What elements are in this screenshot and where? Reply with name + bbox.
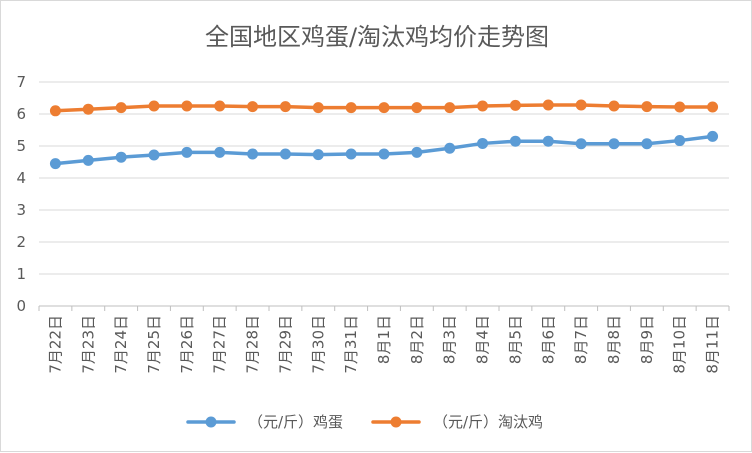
x-tick-label: 7月22日: [46, 315, 64, 374]
x-tick-label: 8月9日: [638, 315, 656, 364]
x-tick-label: 7月23日: [79, 315, 97, 374]
series-layer: [49, 99, 719, 170]
x-tick-label: 8月4日: [474, 315, 492, 364]
data-point: [312, 149, 324, 161]
data-point: [674, 135, 686, 147]
series-2: [49, 99, 719, 117]
data-point: [444, 102, 456, 114]
data-point: [477, 100, 489, 112]
data-point: [542, 135, 554, 147]
data-point: [444, 142, 456, 154]
y-tick-label: 1: [16, 265, 26, 283]
data-point: [674, 101, 686, 113]
x-tick-label: 7月25日: [145, 315, 163, 374]
data-point: [641, 138, 653, 150]
x-tick-label: 8月10日: [671, 315, 689, 374]
x-tick-label: 8月3日: [441, 315, 459, 364]
y-tick-label: 2: [16, 233, 26, 251]
legend-item-1: （元/斤）鸡蛋: [186, 413, 343, 431]
data-point: [148, 149, 160, 161]
legend-label: （元/斤）淘汰鸡: [433, 413, 543, 431]
data-point: [575, 99, 587, 111]
data-point: [641, 101, 653, 113]
y-tick-label: 5: [16, 137, 26, 155]
legend-swatch-marker: [390, 416, 402, 428]
y-tick-label: 0: [16, 297, 26, 315]
x-tick-label: 7月28日: [244, 315, 262, 374]
data-point: [477, 137, 489, 149]
data-point: [49, 105, 61, 117]
data-point: [707, 101, 719, 113]
data-point: [345, 102, 357, 114]
x-tick-label: 7月30日: [309, 315, 327, 374]
x-tick-label: 8月7日: [572, 315, 590, 364]
data-point: [279, 148, 291, 160]
data-point: [378, 148, 390, 160]
x-tick-label: 7月29日: [276, 315, 294, 374]
data-point: [707, 130, 719, 142]
legend-item-2: （元/斤）淘汰鸡: [371, 413, 543, 431]
data-point: [82, 103, 94, 115]
data-point: [214, 146, 226, 158]
data-point: [575, 138, 587, 150]
series-1: [49, 130, 719, 170]
x-tick-label: 8月5日: [506, 315, 524, 364]
data-point: [82, 154, 94, 166]
legend-swatch-marker: [205, 416, 217, 428]
grid-layer: [39, 81, 729, 275]
x-tick-label: 7月31日: [342, 315, 360, 374]
data-point: [247, 101, 259, 113]
y-tick-label: 4: [16, 169, 26, 187]
data-point: [411, 102, 423, 114]
y-tick-label: 3: [16, 201, 26, 219]
y-tick-label: 7: [16, 73, 26, 91]
data-point: [378, 102, 390, 114]
data-point: [148, 100, 160, 112]
data-point: [608, 138, 620, 150]
data-point: [312, 102, 324, 114]
x-tick-label: 7月26日: [178, 315, 196, 374]
data-point: [345, 148, 357, 160]
chart-title: 全国地区鸡蛋/淘汰鸡均价走势图: [205, 23, 549, 51]
data-point: [542, 99, 554, 111]
x-tick-label: 8月6日: [539, 315, 557, 364]
x-tick-label: 8月2日: [408, 315, 426, 364]
data-point: [509, 99, 521, 111]
legend: （元/斤）鸡蛋 （元/斤）淘汰鸡: [186, 413, 543, 431]
data-point: [411, 146, 423, 158]
x-tick-label: 7月24日: [112, 315, 130, 374]
y-tick-label: 6: [16, 105, 26, 123]
data-point: [509, 135, 521, 147]
data-point: [214, 100, 226, 112]
data-point: [115, 102, 127, 114]
data-point: [115, 151, 127, 163]
x-tick-label: 7月27日: [211, 315, 229, 374]
axis-layer: 0 1 2 3 4 5 6 7 7月22日 7月23日 7月24日 7月25日 7月26日 7月27日 7月…: [16, 73, 730, 374]
data-point: [247, 148, 259, 160]
data-point: [49, 158, 61, 170]
data-point: [608, 100, 620, 112]
x-tick-label: 8月1日: [375, 315, 393, 364]
data-point: [181, 146, 193, 158]
x-tick-label: 8月8日: [605, 315, 623, 364]
data-point: [279, 101, 291, 113]
data-point: [181, 100, 193, 112]
x-tick-label: 8月11日: [704, 315, 722, 374]
legend-label: （元/斤）鸡蛋: [248, 413, 343, 431]
